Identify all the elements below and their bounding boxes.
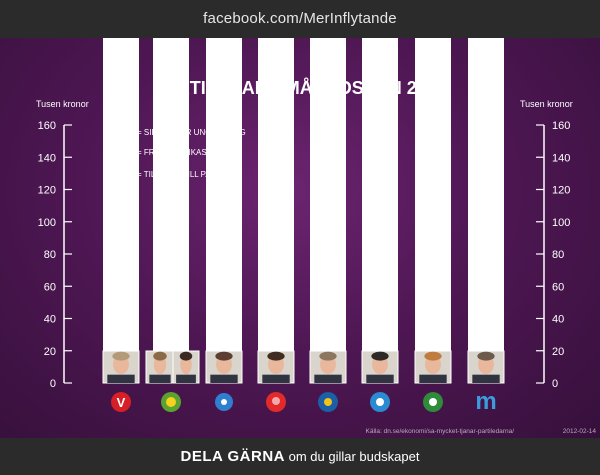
- v-logo-letter: V: [117, 395, 126, 410]
- bar-own-C2[interactable]: [415, 38, 451, 383]
- c-logo-center: [221, 399, 227, 405]
- leader-mp1-hair: [153, 351, 167, 361]
- site-url[interactable]: facebook.com/MerInflytande: [203, 10, 397, 27]
- y-tick-label-left: 60: [44, 281, 56, 293]
- bar-own-S[interactable]: [258, 38, 294, 383]
- leader-mp2-jacket: [176, 374, 196, 383]
- bar-own-FP[interactable]: [362, 38, 398, 383]
- leader-kd-jacket: [314, 374, 342, 383]
- leader-fp-hair: [371, 351, 389, 361]
- leader-c-jacket: [210, 374, 238, 383]
- y-tick-label-left: 140: [38, 152, 56, 164]
- chart-panel: PARTILEDARE MÅNADSLÖN 2012 Tusen kronor Tu…: [0, 38, 600, 438]
- y-tick-label-left: 20: [44, 346, 56, 358]
- y-tick-label-right: 80: [552, 249, 564, 261]
- mp-logo-sun: [166, 397, 176, 407]
- fp-logo-center: [376, 398, 384, 406]
- leader-v-jacket: [107, 374, 135, 383]
- m-logo-icon[interactable]: m: [475, 388, 496, 415]
- leader-s-hair: [267, 351, 285, 361]
- y-tick-label-right: 140: [552, 152, 570, 164]
- leader-kd-hair: [319, 351, 337, 361]
- c2-logo-center: [429, 398, 437, 406]
- bar-own-V[interactable]: [103, 38, 139, 383]
- y-axis-label-left: Tusen kronor: [36, 99, 89, 109]
- source-banner: facebook.com/MerInflytande: [0, 0, 600, 38]
- y-tick-label-right: 60: [552, 281, 564, 293]
- source-text: Källa: dn.se/ekonomi/sa-mycket-tjanar-pa…: [366, 428, 515, 435]
- salary-chart: PARTILEDARE MÅNADSLÖN 2012 Tusen kronor Tu…: [36, 38, 597, 435]
- share-bold: DELA GÄRNA: [180, 448, 285, 465]
- y-tick-label-right: 100: [552, 217, 570, 229]
- source-date: 2012-02-14: [563, 428, 597, 435]
- v-logo-icon[interactable]: [111, 392, 131, 412]
- y-tick-label-left: 120: [38, 185, 56, 197]
- leader-s-jacket: [262, 374, 290, 383]
- share-rest: om du gillar budskapet: [288, 449, 420, 464]
- y-tick-label-left: 100: [38, 217, 56, 229]
- leader-v-hair: [112, 351, 130, 361]
- chart-title: PARTILEDARE MÅNADSLÖN 2012: [153, 78, 447, 98]
- kd-logo-flower: [324, 398, 332, 406]
- y-tick-label-right: 20: [552, 346, 564, 358]
- s-logo-rose: [272, 397, 280, 405]
- y-tick-label-right: 40: [552, 314, 564, 326]
- y-tick-label-right: 160: [552, 120, 570, 132]
- leader-m-jacket: [472, 374, 500, 383]
- y-tick-label-right: 120: [552, 185, 570, 197]
- leader-c-hair: [215, 351, 233, 361]
- y-tick-label-left: 80: [44, 249, 56, 261]
- leader-c2-jacket: [419, 374, 447, 383]
- legend-approx-text: = SIFFRAN ÄR UNGEFÄRLIG: [137, 128, 246, 137]
- leader-m-hair: [477, 351, 495, 361]
- y-tick-label-left: 40: [44, 314, 56, 326]
- share-banner: DELA GÄRNA om du gillar budskapet: [0, 438, 600, 475]
- y-tick-label-right: 0: [552, 378, 558, 390]
- leader-c2-hair: [424, 351, 442, 361]
- leader-fp-jacket: [366, 374, 394, 383]
- bar-own-M[interactable]: [468, 38, 504, 383]
- y-tick-label-left: 160: [38, 120, 56, 132]
- y-tick-label-left: 0: [50, 378, 56, 390]
- bar-own-MP[interactable]: [153, 38, 189, 383]
- leader-mp2-hair: [179, 351, 193, 361]
- leader-mp1-jacket: [149, 374, 171, 383]
- bar-own-C[interactable]: [206, 38, 242, 383]
- y-axis-label-right: Tusen kronor: [520, 99, 573, 109]
- bar-own-KD[interactable]: [310, 38, 346, 383]
